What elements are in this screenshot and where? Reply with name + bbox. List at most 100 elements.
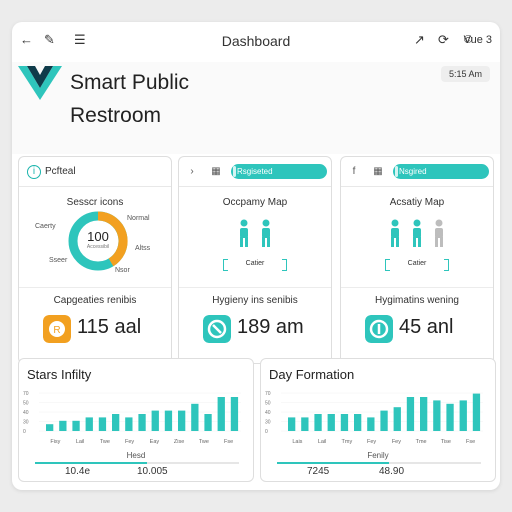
chart-legend: Fenily: [367, 451, 389, 460]
facebook-icon[interactable]: f: [352, 166, 356, 177]
x-tick-label: Twe: [100, 439, 110, 445]
panel-stars-infilty: Stars Infilty 70 50 40 30 0 Fisy Lail Twe Fey Eay…: [18, 358, 254, 482]
x-tick-label: Fse: [466, 439, 475, 445]
donut-chart: [68, 211, 128, 271]
donut-label: Sseer: [49, 257, 68, 264]
chart-bar: [178, 410, 186, 431]
chart-bar: [301, 417, 309, 431]
chart-bar: [354, 414, 362, 431]
chart-bar: [340, 414, 349, 431]
donut-segment-orange: [97, 211, 128, 267]
panel-title: Day Formation: [269, 367, 355, 382]
donut-label: Nsor: [115, 267, 130, 274]
person-icon: [262, 219, 271, 247]
chart-bar: [472, 393, 481, 431]
chart-bar: [393, 407, 401, 431]
x-tick-label: Lail: [76, 439, 85, 445]
hero-banner: Smart Public Restroom 5:15 Am: [12, 62, 500, 154]
chart-bar: [46, 424, 54, 431]
y-tick-label: 50: [265, 401, 271, 407]
metric-label: Hygimatins wening: [375, 295, 459, 306]
card-sessions: i Pcfteal Sesscr icons 100 Accessibil Ca…: [18, 156, 172, 364]
chart-bar: [151, 410, 159, 431]
copyright-icon: ©: [464, 34, 473, 46]
card-occupancy-map: › ▦ Rsgiseted Occpamy Map Catier Hygieny…: [178, 156, 332, 364]
back-arrow-icon[interactable]: ←: [20, 32, 33, 47]
chart-bar: [230, 397, 239, 431]
card-header: › ▦ Rsgiseted: [179, 157, 331, 187]
chart-bar: [85, 417, 93, 431]
metric-value: 189 am: [237, 316, 304, 338]
svg-text:R: R: [53, 325, 60, 336]
donut-caption: Accessibil: [86, 244, 110, 250]
chart-bar: [125, 417, 133, 431]
app-title-line1: Smart Public: [70, 71, 190, 94]
x-tick-label: Fse: [224, 439, 233, 445]
map-filter-button[interactable]: Catier: [223, 257, 287, 271]
page-title: Dashboard: [221, 33, 291, 49]
x-tick-label: Eay: [150, 439, 160, 445]
person-icon: [413, 219, 421, 247]
chart-bar: [380, 410, 388, 431]
chart-bar: [59, 420, 67, 431]
card-header: i Pcfteal: [19, 157, 171, 187]
card-subtitle: Acsatiy Map: [389, 197, 445, 208]
x-tick-label: Lais: [292, 439, 302, 445]
chart-bar: [217, 397, 225, 431]
x-tick-label: Lail: [318, 439, 327, 445]
x-tick-label: Fey: [392, 439, 401, 445]
menu-icon[interactable]: ☰: [74, 32, 86, 47]
bar-chart: 70 50 40 30 0 Lais Lail Tmy Fey Fey Tme Tise Fse: [265, 391, 483, 445]
y-tick-label: 70: [23, 391, 29, 397]
card-subtitle: Sesscr icons: [66, 197, 124, 208]
forward-icon[interactable]: ›: [190, 166, 194, 177]
x-tick-label: Tise: [441, 439, 451, 445]
stat-left: 7245: [307, 466, 330, 477]
x-tick-label: Fey: [367, 439, 376, 445]
metric-label: Capgeaties renibis: [53, 295, 137, 306]
x-tick-label: Twe: [199, 439, 209, 445]
card-header: f ▦ Nsgired: [341, 157, 493, 187]
dashboard-window: ← ✎ ☰ Dashboard ↗ ⟳ © Vue 3 Smart Public…: [12, 22, 500, 490]
capacity-icon: R: [43, 315, 71, 343]
warning-icon: [365, 315, 393, 343]
panel-title: Stars Infilty: [27, 367, 92, 382]
person-icon: [435, 219, 444, 247]
chart-bar: [327, 414, 335, 431]
hygiene-icon: [203, 315, 231, 343]
chart-legend: Hesd: [126, 451, 146, 460]
chart-bar: [446, 403, 454, 431]
chart-bar: [191, 403, 199, 431]
progress-track: [277, 462, 481, 464]
grid-icon[interactable]: ▦: [373, 166, 383, 177]
occupancy-figures: [179, 219, 331, 252]
person-icon: [239, 219, 248, 247]
status-pill[interactable]: Rsgiseted: [231, 164, 327, 179]
metric-label: Hygieny ins senibis: [212, 295, 298, 306]
y-tick-label: 0: [265, 429, 268, 435]
y-tick-label: 40: [23, 410, 29, 416]
refresh-icon[interactable]: ⟳: [438, 32, 449, 47]
chart-bar: [72, 420, 80, 431]
info-icon[interactable]: i: [27, 165, 41, 179]
activity-figures: [341, 219, 493, 252]
x-tick-label: Fisy: [50, 439, 60, 445]
donut-value: 100: [87, 229, 109, 244]
chart-bar: [98, 417, 107, 431]
map-filter-button[interactable]: Catier: [385, 257, 449, 271]
top-bar: ← ✎ ☰ Dashboard ↗ ⟳ © Vue 3: [12, 22, 500, 62]
edit-icon[interactable]: ✎: [44, 32, 55, 47]
x-tick-label: Zise: [174, 439, 184, 445]
y-tick-label: 0: [23, 429, 26, 435]
chart-bar: [164, 410, 173, 431]
card-activity-map: f ▦ Nsgired Acsatiy Map Catier Hygimatin…: [340, 156, 494, 364]
donut-label: Caerty: [35, 223, 56, 230]
stat-right: 10.005: [137, 466, 168, 477]
grid-icon[interactable]: ▦: [211, 166, 221, 177]
chart-bar: [204, 414, 212, 431]
share-icon[interactable]: ↗: [414, 32, 425, 47]
status-pill[interactable]: Nsgired: [393, 164, 489, 179]
bar-chart: 70 50 40 30 0 Fisy Lail Twe Fey Eay Zise Twe Fse: [23, 391, 241, 445]
time-chip: 5:15 Am: [440, 66, 490, 82]
card-divider: [19, 287, 171, 288]
